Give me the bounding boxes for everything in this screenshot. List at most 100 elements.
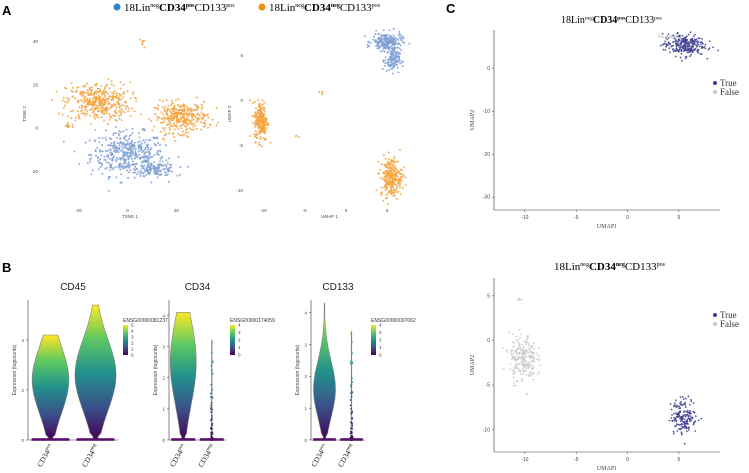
scatter-point	[678, 34, 681, 37]
scatter-point	[157, 142, 160, 145]
violin-CD34pos	[170, 312, 197, 441]
scatter-point	[518, 336, 521, 339]
scatter-point	[137, 170, 140, 173]
scatter-point	[712, 46, 714, 49]
violin-group-label: CD34neg	[196, 442, 217, 469]
scatter-point	[181, 109, 184, 112]
scatter-point	[76, 99, 79, 102]
scatter-point	[396, 38, 399, 41]
scatter-point	[163, 116, 166, 119]
violin-zero-points	[171, 438, 196, 441]
scatter-point	[100, 162, 103, 165]
scatter-point	[90, 93, 93, 96]
scatter-point	[146, 164, 149, 167]
scatter-point	[677, 414, 680, 416]
violin-point	[210, 433, 213, 436]
scatter-point	[104, 86, 107, 89]
scatter-point	[389, 188, 392, 191]
scatter-point	[130, 157, 133, 160]
scatter-point	[94, 117, 96, 120]
scatter-point	[398, 186, 401, 189]
scatter-point	[81, 99, 84, 102]
scatter-point	[140, 171, 143, 174]
scatter-point	[133, 141, 136, 144]
scatter-point	[152, 136, 155, 139]
scatter-point	[665, 37, 667, 40]
scatter-point	[392, 191, 394, 194]
scatter-point	[395, 63, 398, 66]
x-tick-label: -20	[75, 208, 82, 213]
scatter-point	[254, 119, 257, 122]
violin-point	[351, 391, 354, 394]
scatter-point	[131, 127, 134, 130]
scatter-point	[387, 59, 390, 62]
scatter-point	[119, 162, 122, 165]
scatter-point	[517, 298, 520, 301]
scatter-point	[132, 163, 135, 166]
scatter-point	[263, 122, 266, 125]
y-tick-label: 3	[162, 344, 165, 349]
scatter-point	[139, 172, 142, 175]
scatter-point	[397, 71, 400, 74]
scatter-point	[102, 89, 105, 92]
scatter-point	[89, 100, 92, 103]
scatter-point	[519, 347, 522, 350]
scatter-point	[521, 348, 524, 351]
scatter-point	[254, 126, 256, 129]
violin-point	[349, 362, 352, 365]
scatter-point	[106, 83, 109, 86]
scatter-point	[97, 94, 100, 97]
scatter-point	[525, 355, 527, 358]
scatter-point	[199, 121, 202, 124]
scatter-point	[258, 114, 261, 117]
scatter-point	[685, 36, 687, 39]
scatter-point	[257, 112, 260, 115]
scatter-point	[392, 38, 394, 41]
scatter-point	[57, 112, 60, 115]
scatter-point	[674, 49, 676, 51]
scatter-point	[391, 168, 394, 170]
scatter-point	[95, 115, 98, 118]
scatter-point	[99, 150, 102, 153]
scatter-point	[201, 118, 204, 120]
scatter-point	[113, 140, 116, 143]
scatter-point	[164, 105, 167, 108]
scatter-point	[385, 34, 388, 36]
scatter-point	[187, 131, 190, 134]
y-axis-label: UMAP2	[470, 110, 476, 130]
scatter-point	[386, 165, 389, 168]
scatter-point	[104, 101, 107, 104]
scatter-point	[122, 83, 125, 86]
scatter-point	[129, 134, 132, 137]
scatter-point	[386, 51, 389, 54]
scatter-point	[391, 51, 394, 53]
scatter-point	[398, 55, 401, 58]
scatter-point	[529, 350, 532, 353]
scatter-point	[677, 39, 680, 41]
scatter-point	[380, 186, 383, 189]
scatter-point	[525, 343, 527, 346]
scatter-point	[160, 156, 163, 159]
scatter-point	[138, 136, 141, 139]
scatter-point	[298, 136, 300, 139]
scatter-point	[397, 160, 400, 163]
scatter-point	[261, 99, 264, 102]
scatter-point	[61, 113, 64, 116]
scatter-point	[157, 104, 160, 107]
scatter-point	[94, 83, 96, 86]
y-tick-label: -20	[483, 152, 490, 158]
scatter-point	[170, 104, 173, 107]
scatter-point	[64, 104, 66, 107]
scatter-point	[107, 78, 110, 81]
violin-point	[210, 431, 213, 434]
scatter-point	[696, 50, 699, 53]
scatter-point	[149, 167, 151, 170]
scatter-point	[512, 333, 514, 335]
scatter-point	[139, 38, 142, 41]
scatter-point	[168, 164, 171, 166]
scatter-point	[253, 116, 256, 119]
scatter-point	[153, 170, 156, 172]
scatter-point	[91, 99, 94, 102]
scatter-point	[395, 187, 398, 190]
